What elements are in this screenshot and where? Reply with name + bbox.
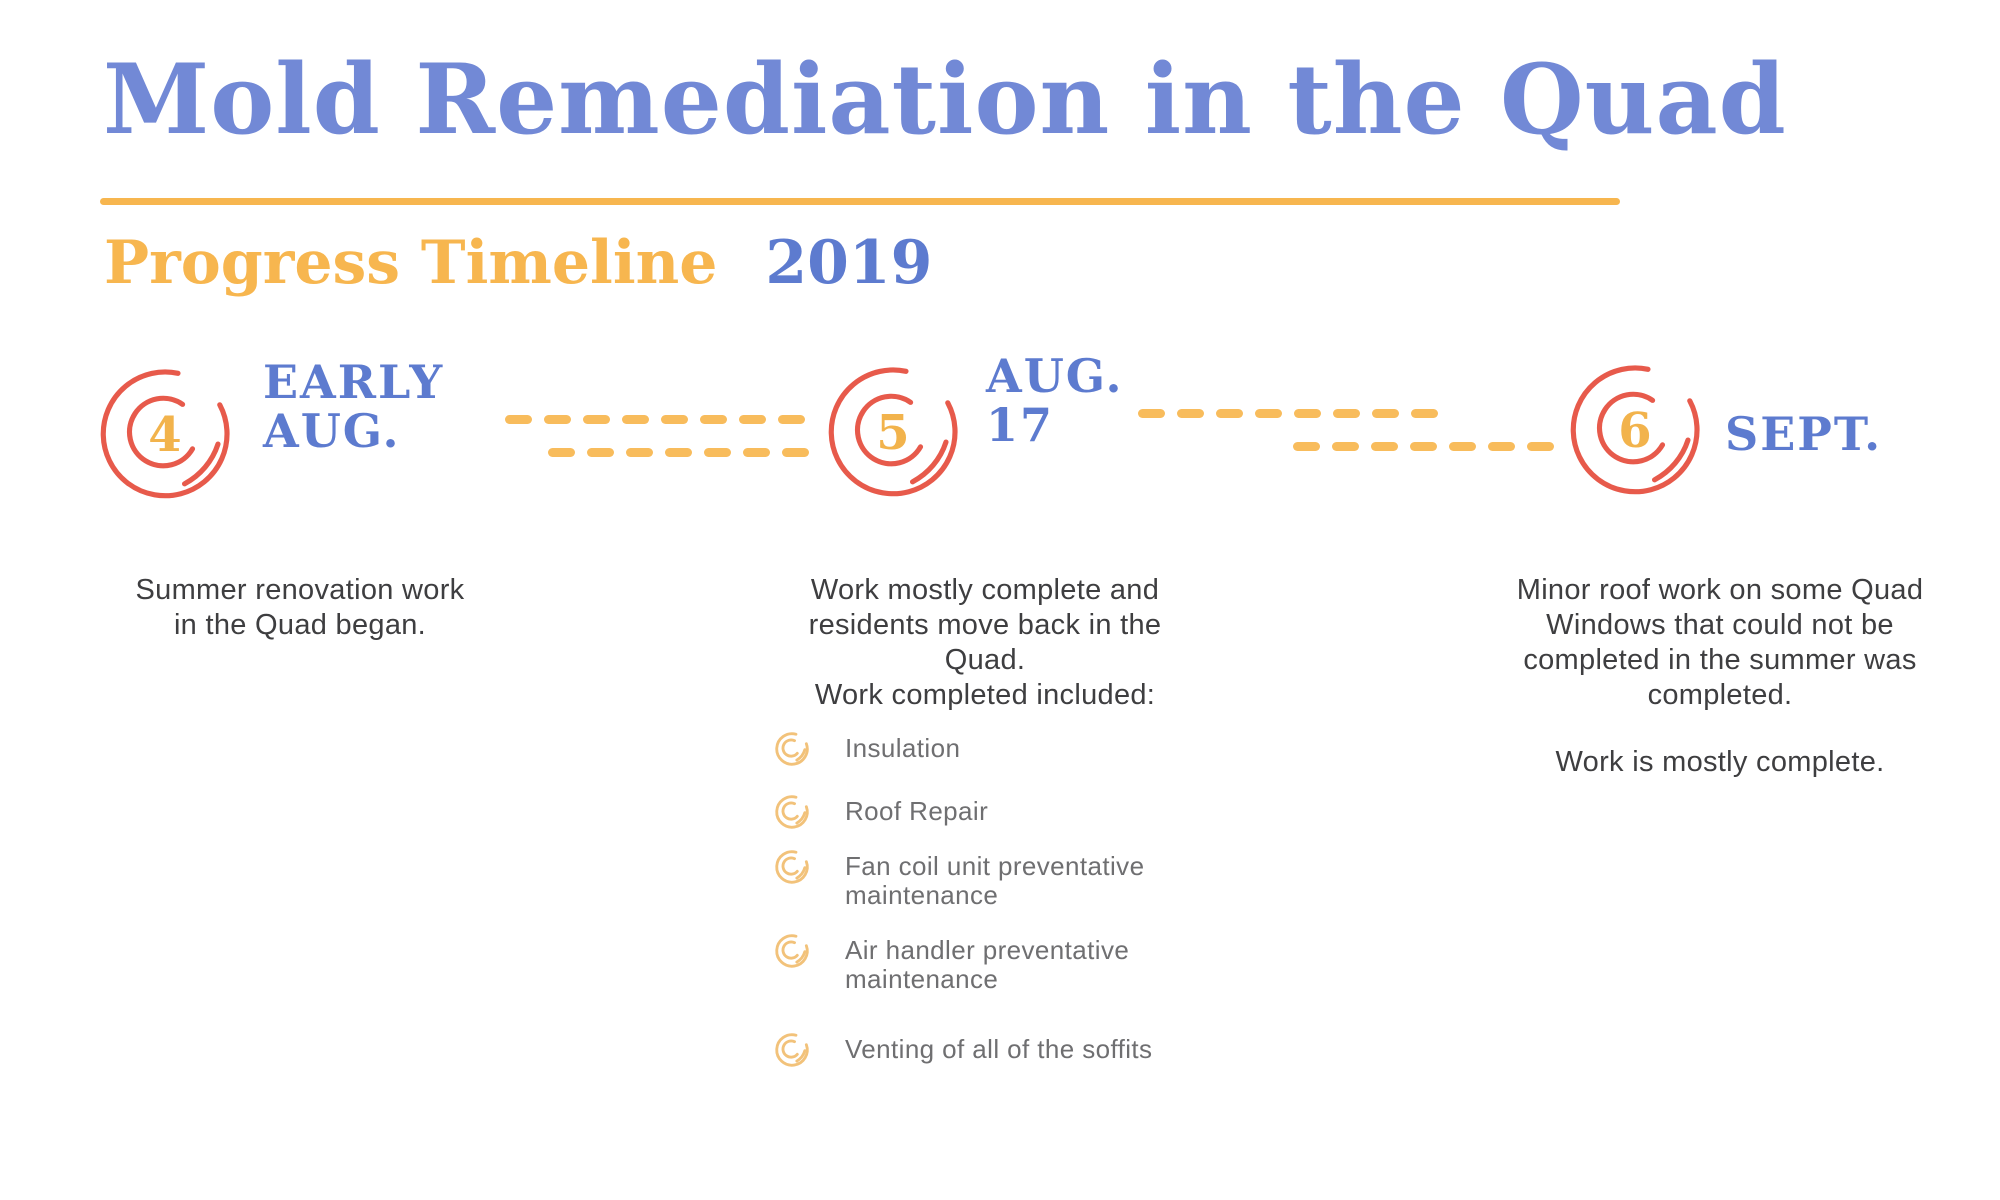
subtitle-year: 2019 bbox=[765, 228, 933, 298]
milestone-2-label: AUG. 17 bbox=[986, 352, 1123, 450]
spiral-icon bbox=[100, 369, 230, 499]
spiral-bullet-icon bbox=[775, 934, 809, 968]
description-line: in the Quad began. bbox=[173, 609, 427, 641]
timeline-connector-2-top bbox=[1138, 409, 1438, 418]
timeline-dash bbox=[782, 448, 809, 457]
description-line: residents move back in the Quad. bbox=[808, 609, 1162, 676]
timeline-dash bbox=[1411, 409, 1438, 418]
work-item-label: Venting of all of the soffits bbox=[845, 1034, 1153, 1064]
spiral-icon bbox=[1570, 365, 1700, 495]
work-item-label-line: maintenance bbox=[845, 964, 999, 994]
work-item-label-line: maintenance bbox=[845, 880, 999, 910]
milestone-3-description: Minor roof work on some Quad Windows tha… bbox=[1495, 573, 1945, 780]
timeline-dash bbox=[505, 415, 532, 424]
work-item-fan-coil: Fan coil unit preventative maintenance bbox=[772, 850, 1145, 910]
milestone-2-number: 5 bbox=[876, 405, 910, 461]
title-underline bbox=[100, 198, 1620, 205]
work-item-label-line: Air handler preventative bbox=[845, 935, 1130, 965]
subtitle: Progress Timeline bbox=[104, 228, 718, 298]
milestone-1-label-line2: AUG. bbox=[263, 404, 401, 458]
description-line: completed in the summer was bbox=[1523, 644, 1917, 676]
spiral-bullet-icon bbox=[775, 795, 809, 829]
timeline-dash bbox=[1527, 442, 1554, 451]
timeline-connector-1-top bbox=[505, 415, 805, 424]
timeline-dash bbox=[1138, 409, 1165, 418]
milestone-1-number: 4 bbox=[148, 407, 182, 463]
work-item-insulation: Insulation bbox=[772, 732, 961, 770]
timeline-dash bbox=[1332, 442, 1359, 451]
description-line: Work mostly complete and bbox=[810, 574, 1160, 606]
description-line: Summer renovation work bbox=[135, 574, 465, 606]
timeline-dash bbox=[1294, 409, 1321, 418]
timeline-dash bbox=[704, 448, 731, 457]
timeline-dash bbox=[1449, 442, 1476, 451]
work-item-label-line: Fan coil unit preventative bbox=[845, 851, 1145, 881]
description-line: Minor roof work on some Quad bbox=[1516, 574, 1924, 606]
work-item-roof-repair: Roof Repair bbox=[772, 795, 989, 833]
timeline-dash bbox=[743, 448, 770, 457]
milestone-3-label: SEPT. bbox=[1725, 410, 1882, 459]
timeline-dash bbox=[1371, 442, 1398, 451]
spiral-bullet-icon bbox=[775, 850, 809, 884]
timeline-dash bbox=[1293, 442, 1320, 451]
timeline-dash bbox=[583, 415, 610, 424]
subtitle-row: Progress Timeline 2019 bbox=[104, 228, 932, 298]
timeline-dash bbox=[661, 415, 688, 424]
timeline-dash bbox=[587, 448, 614, 457]
milestone-1-label: EARLY AUG. bbox=[263, 358, 444, 456]
timeline-connector-1-bottom bbox=[548, 448, 809, 457]
milestone-1-label-line1: EARLY bbox=[263, 355, 445, 409]
milestone-3-number: 6 bbox=[1618, 403, 1652, 459]
timeline-dash bbox=[544, 415, 571, 424]
timeline-dash bbox=[1216, 409, 1243, 418]
description-line: Windows that could not be bbox=[1546, 609, 1894, 641]
spiral-bullet-icon bbox=[775, 1033, 809, 1067]
work-item-venting: Venting of all of the soffits bbox=[772, 1033, 1153, 1071]
spiral-bullet-icon bbox=[775, 732, 809, 766]
timeline-dash bbox=[1488, 442, 1515, 451]
milestone-2-description: Work mostly complete and residents move … bbox=[765, 573, 1205, 713]
timeline-dash bbox=[626, 448, 653, 457]
description-line: Work completed included: bbox=[814, 679, 1156, 711]
milestone-2-label-line1: AUG. bbox=[986, 349, 1124, 403]
spiral-icon bbox=[828, 367, 958, 497]
work-item-label: Roof Repair bbox=[845, 796, 989, 826]
work-item-label: Insulation bbox=[845, 733, 961, 763]
milestone-1-description: Summer renovation work in the Quad began… bbox=[90, 573, 510, 643]
description-line: completed. bbox=[1647, 679, 1793, 711]
milestone-2-badge: 5 bbox=[820, 355, 970, 505]
timeline-dash bbox=[622, 415, 649, 424]
timeline-dash bbox=[700, 415, 727, 424]
timeline-dash bbox=[1255, 409, 1282, 418]
page-title: Mold Remediation in the Quad bbox=[103, 43, 1787, 156]
timeline-dash bbox=[1333, 409, 1360, 418]
timeline-dash bbox=[548, 448, 575, 457]
timeline-dash bbox=[665, 448, 692, 457]
milestone-1-badge: 4 bbox=[92, 357, 242, 507]
work-item-air-handler: Air handler preventative maintenance bbox=[772, 934, 1130, 994]
timeline-dash bbox=[739, 415, 766, 424]
timeline-dash bbox=[1372, 409, 1399, 418]
timeline-dash bbox=[1177, 409, 1204, 418]
milestone-3-badge: 6 bbox=[1562, 353, 1712, 503]
milestone-3-label-line1: SEPT. bbox=[1725, 407, 1883, 461]
timeline-dash bbox=[1410, 442, 1437, 451]
milestone-2-label-line2: 17 bbox=[986, 398, 1055, 452]
milestone-3-status: Work is mostly complete. bbox=[1555, 746, 1885, 778]
timeline-connector-2-bottom bbox=[1293, 442, 1554, 451]
timeline-dash bbox=[778, 415, 805, 424]
